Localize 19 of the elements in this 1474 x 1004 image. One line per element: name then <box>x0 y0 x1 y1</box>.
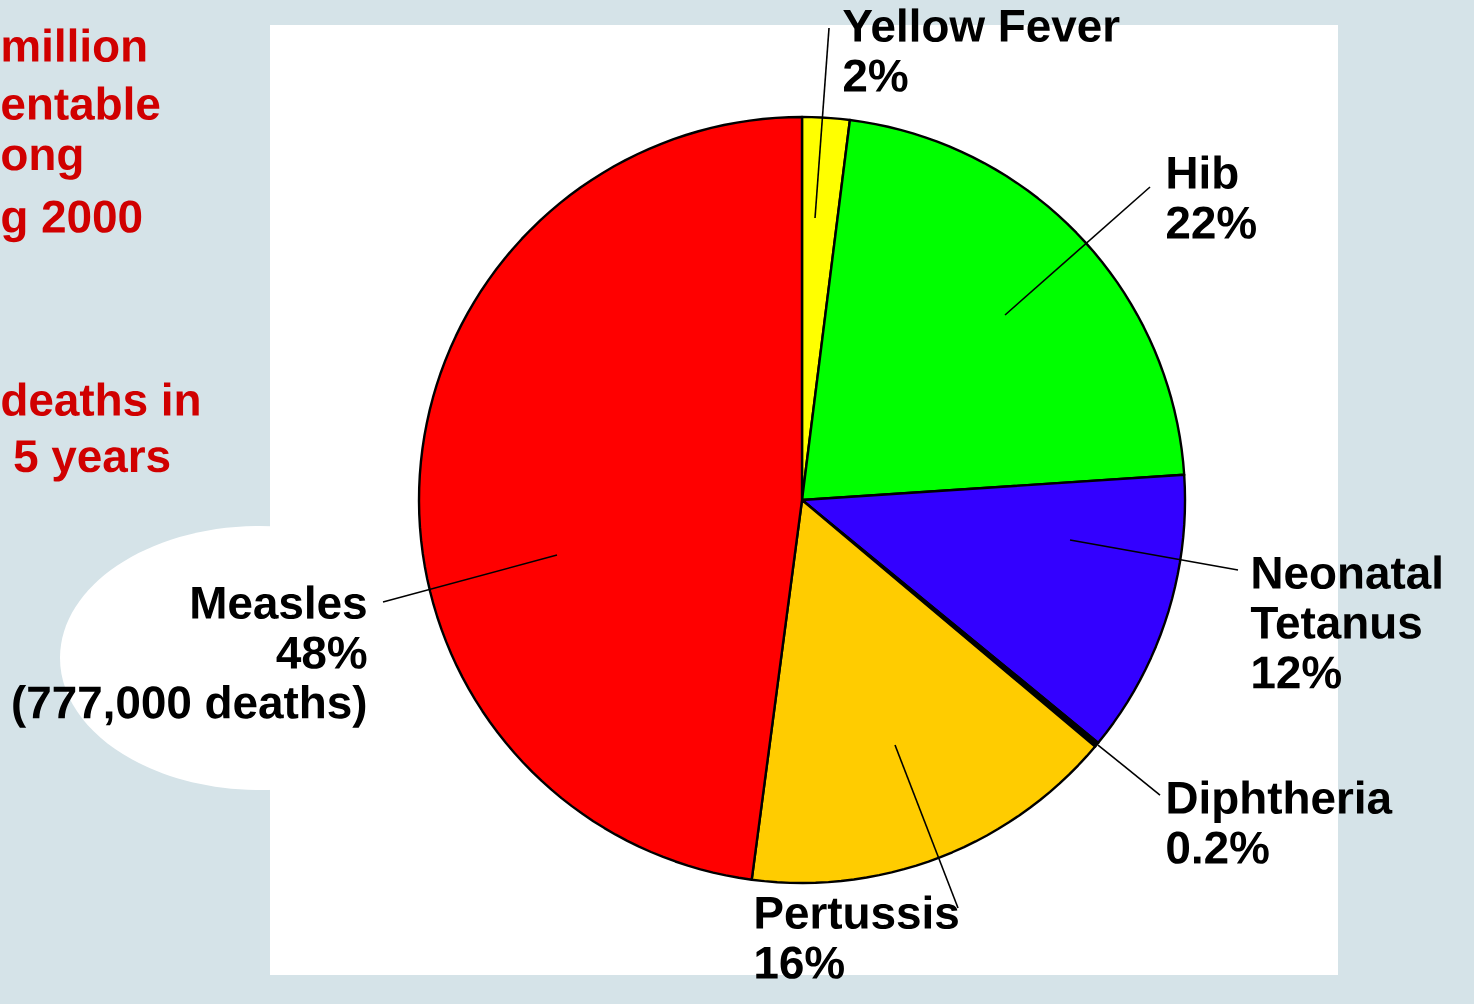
text: entable <box>2 86 160 121</box>
data-label: 22% <box>1167 206 1256 239</box>
data-label: 16% <box>756 946 844 979</box>
data-label: 0.2% <box>1167 831 1269 864</box>
slice-label: Pertussis <box>756 895 958 930</box>
text: million <box>3 28 146 63</box>
data-label: 2% <box>844 59 908 92</box>
text: deaths in <box>2 382 199 417</box>
data-label: 48% <box>276 636 367 669</box>
text: (777,000 deaths) <box>13 685 366 728</box>
slice-label: Diphtheria <box>1168 780 1393 824</box>
text: ong <box>2 145 82 180</box>
slice-label: Measles <box>192 585 366 620</box>
text: g 2000 <box>2 200 142 243</box>
slice-label: Neonatal Tetanus <box>1250 555 1441 639</box>
slice-label: Yellow Fever <box>843 8 1120 43</box>
text: 5 years <box>14 440 170 482</box>
slice-label: Hib <box>1168 155 1238 190</box>
data-label: 12% <box>1253 656 1341 689</box>
